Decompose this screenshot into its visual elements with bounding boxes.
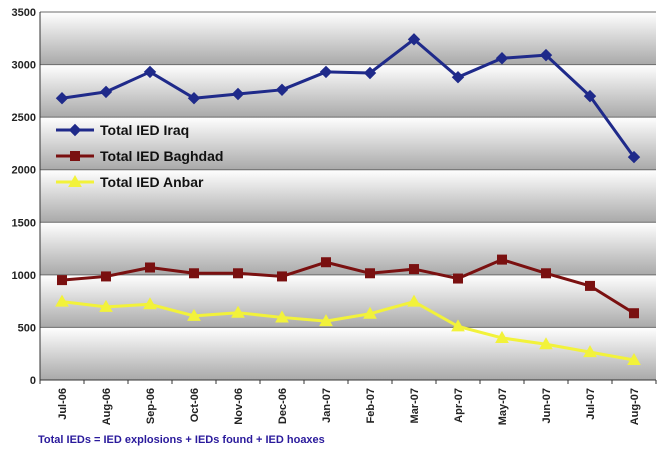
- data-point-iraq: [319, 65, 333, 79]
- plot-band: [40, 117, 656, 170]
- data-point-anbar: [451, 319, 465, 332]
- plot-band: [40, 169, 656, 223]
- x-tick-label: Jul-07: [585, 388, 597, 420]
- legend-swatch-marker: [68, 123, 82, 137]
- data-point-iraq: [539, 48, 553, 62]
- legend-swatch-marker: [70, 151, 80, 161]
- data-point-baghdad: [321, 257, 331, 268]
- plot-band: [40, 327, 656, 380]
- data-point-iraq: [143, 65, 157, 79]
- data-point-anbar: [407, 294, 421, 307]
- series-line-baghdad: [61, 258, 635, 315]
- data-point-anbar: [539, 337, 553, 350]
- data-point-anbar: [275, 310, 289, 323]
- x-tick-label: Nov-06: [233, 388, 245, 425]
- series-line-iraq: [61, 37, 636, 158]
- data-point-iraq: [187, 92, 201, 105]
- data-point-iraq: [583, 89, 597, 103]
- y-tick-label: 1000: [12, 270, 36, 282]
- x-tick-label: Apr-07: [453, 388, 465, 423]
- data-point-baghdad: [277, 271, 287, 282]
- data-point-iraq: [495, 52, 509, 65]
- data-point-anbar: [143, 297, 157, 310]
- data-point-anbar: [187, 308, 201, 321]
- data-point-anbar: [231, 305, 245, 318]
- legend-label: Total IED Anbar: [100, 174, 204, 190]
- data-point-iraq: [231, 87, 245, 101]
- y-tick-label: 0: [30, 375, 36, 387]
- plot-band: [40, 12, 656, 65]
- x-tick-label: Dec-06: [277, 388, 289, 424]
- series-line-anbar: [61, 300, 635, 362]
- plot-band: [40, 274, 656, 328]
- data-point-baghdad: [145, 262, 155, 273]
- data-point-iraq: [99, 85, 113, 99]
- data-point-baghdad: [409, 264, 419, 275]
- x-tick-label: Jan-07: [321, 388, 333, 423]
- legend-swatch-marker: [68, 174, 82, 187]
- y-tick-label: 1500: [12, 217, 36, 229]
- y-tick-label: 3000: [12, 60, 36, 72]
- y-tick-label: 2000: [12, 165, 36, 177]
- x-tick-label: Oct-06: [189, 388, 201, 422]
- x-tick-label: Aug-07: [629, 388, 641, 425]
- x-tick-label: Aug-06: [101, 388, 113, 425]
- x-tick-label: Sep-06: [145, 388, 157, 424]
- data-point-anbar: [55, 294, 69, 307]
- legend-label: Total IED Iraq: [100, 122, 189, 138]
- data-point-anbar: [363, 306, 377, 319]
- data-point-baghdad: [365, 268, 375, 279]
- data-point-baghdad: [233, 268, 243, 279]
- data-point-iraq: [275, 83, 289, 97]
- data-point-anbar: [495, 330, 509, 343]
- data-point-iraq: [407, 33, 421, 46]
- data-point-baghdad: [497, 254, 507, 265]
- legend-label: Total IED Baghdad: [100, 148, 223, 164]
- chart-footnote: Total IEDs = IED explosions + IEDs found…: [38, 434, 325, 446]
- y-tick-label: 2500: [12, 112, 36, 124]
- data-point-anbar: [319, 314, 333, 327]
- data-point-anbar: [99, 299, 113, 312]
- data-point-baghdad: [189, 268, 199, 279]
- y-tick-label: 500: [18, 322, 36, 334]
- data-point-baghdad: [629, 308, 639, 319]
- data-point-baghdad: [57, 275, 67, 286]
- data-point-anbar: [627, 353, 641, 366]
- data-point-baghdad: [453, 273, 463, 284]
- x-tick-label: Jun-07: [541, 388, 553, 423]
- data-point-iraq: [627, 150, 641, 164]
- data-point-iraq: [363, 66, 377, 80]
- data-point-anbar: [583, 345, 597, 358]
- data-point-iraq: [451, 70, 465, 84]
- plot-band: [40, 222, 656, 275]
- data-point-baghdad: [541, 268, 551, 279]
- data-point-iraq: [55, 92, 69, 105]
- y-tick-label: 3500: [12, 7, 36, 19]
- data-point-baghdad: [585, 280, 595, 291]
- x-tick-label: Mar-07: [409, 388, 421, 423]
- data-point-baghdad: [101, 271, 111, 282]
- x-tick-label: Jul-06: [57, 388, 69, 420]
- x-tick-label: Feb-07: [365, 388, 377, 423]
- x-tick-label: May-07: [497, 388, 509, 425]
